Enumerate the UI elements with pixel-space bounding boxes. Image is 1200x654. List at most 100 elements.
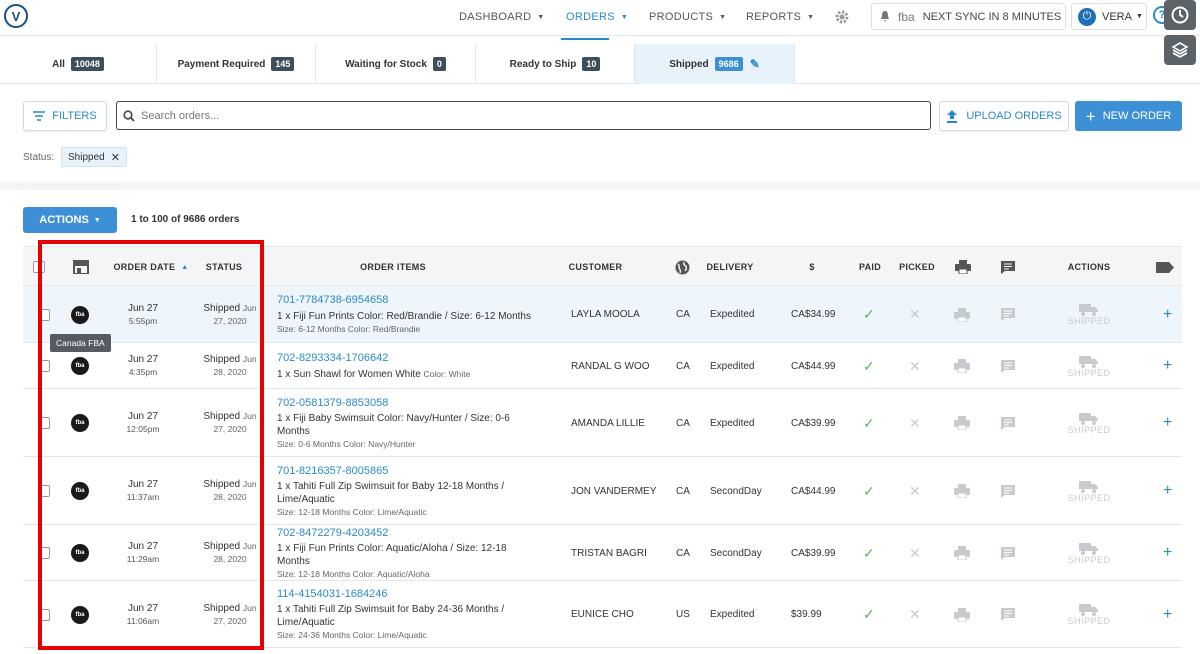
order-date-time: 11:06am: [126, 615, 160, 626]
picked-x-icon[interactable]: ✕: [909, 357, 921, 374]
new-order-button[interactable]: + NEW ORDER: [1075, 101, 1182, 131]
order-number-link[interactable]: 702-0581379-8853058: [277, 396, 389, 409]
fba-store-icon[interactable]: fba: [71, 525, 89, 581]
actions-button[interactable]: ACTIONS ▼: [23, 207, 117, 233]
table-row[interactable]: fba Jun 27 12:05pm Shipped Jun 27, 2020 …: [23, 389, 1182, 457]
order-amount: CA$44.99: [791, 360, 836, 372]
nav-dashboard[interactable]: DASHBOARD ▼: [459, 11, 545, 23]
fba-store-icon[interactable]: fba: [71, 343, 89, 389]
add-tag-button[interactable]: +: [1163, 286, 1172, 343]
column-label: ORDER DATE: [113, 262, 176, 272]
comment-icon[interactable]: [1000, 286, 1016, 343]
search-box[interactable]: [116, 101, 931, 130]
upload-orders-button[interactable]: UPLOAD ORDERS: [939, 101, 1069, 131]
user-menu[interactable]: ⏻ VERA ▼: [1071, 3, 1147, 30]
shipped-action[interactable]: SHIPPED: [1063, 581, 1115, 648]
row-checkbox[interactable]: [38, 286, 50, 343]
order-date: Jun 27 12:05pm: [111, 389, 175, 457]
country-code: US: [676, 609, 690, 620]
layers-tool[interactable]: [1164, 35, 1196, 65]
fba-store-icon[interactable]: fba: [71, 286, 89, 343]
order-date: Jun 27 11:06am: [111, 581, 175, 648]
close-icon[interactable]: ✕: [110, 151, 120, 164]
picked-x-icon[interactable]: ✕: [909, 414, 921, 431]
print-icon[interactable]: [954, 343, 970, 389]
select-all-checkbox[interactable]: [32, 247, 46, 287]
print-icon[interactable]: [954, 389, 970, 457]
comment-icon[interactable]: [1000, 581, 1016, 648]
status-filter-label: Status:: [23, 152, 55, 163]
shipped-action[interactable]: SHIPPED: [1063, 457, 1115, 525]
fba-store-icon[interactable]: fba: [71, 389, 89, 457]
column-customer[interactable]: CUSTOMER: [568, 262, 623, 272]
table-row[interactable]: fba Jun 27 11:37am Shipped Jun 28, 2020 …: [23, 457, 1182, 525]
table-row[interactable]: fba Jun 27 5:55pm Shipped Jun 27, 2020 7…: [23, 286, 1182, 343]
comment-icon[interactable]: [1000, 389, 1016, 457]
row-checkbox[interactable]: [38, 525, 50, 581]
column-status[interactable]: STATUS: [205, 262, 243, 272]
picked-x-icon[interactable]: ✕: [909, 482, 921, 499]
nav-products[interactable]: PRODUCTS ▼: [649, 11, 726, 23]
add-tag-button[interactable]: +: [1163, 457, 1172, 525]
app-logo[interactable]: V: [4, 4, 28, 28]
sync-status[interactable]: fba NEXT SYNC IN 8 MINUTES: [871, 3, 1066, 30]
search-input[interactable]: [141, 109, 901, 122]
add-tag-button[interactable]: +: [1163, 581, 1172, 648]
picked-x-icon[interactable]: ✕: [909, 606, 921, 622]
order-date-day: Jun 27: [127, 479, 159, 490]
status-date-month: Jun: [242, 411, 257, 421]
order-number-link[interactable]: 702-8472279-4203452: [277, 526, 389, 539]
table-row[interactable]: fba Jun 27 11:29am Shipped Jun 28, 2020 …: [23, 525, 1182, 581]
order-number-link[interactable]: 702-8293334-1706642: [277, 351, 389, 364]
fba-store-icon[interactable]: fba: [71, 581, 89, 648]
country-code: CA: [676, 360, 690, 372]
shipped-action[interactable]: SHIPPED: [1063, 525, 1115, 581]
history-tool[interactable]: [1164, 0, 1196, 30]
column-order-date[interactable]: ORDER DATE ▲: [111, 247, 191, 287]
row-checkbox[interactable]: [38, 457, 50, 525]
comment-icon[interactable]: [1000, 457, 1016, 525]
row-checkbox[interactable]: [38, 581, 50, 648]
fba-store-icon[interactable]: fba: [71, 457, 89, 525]
order-number-link[interactable]: 701-8216357-8005865: [277, 464, 389, 477]
gear-icon[interactable]: [834, 9, 850, 25]
picked-x-icon[interactable]: ✕: [909, 544, 921, 561]
shipped-action[interactable]: SHIPPED: [1063, 286, 1115, 343]
column-picked[interactable]: PICKED: [899, 262, 935, 272]
tab-all[interactable]: All 10048: [0, 44, 157, 84]
order-number-link[interactable]: 114-4154031-1684246: [277, 588, 388, 600]
print-icon[interactable]: [954, 286, 970, 343]
nav-reports[interactable]: REPORTS ▼: [746, 11, 814, 23]
tab-payment-required[interactable]: Payment Required 145: [157, 44, 316, 84]
item-meta: Size: 6-12 Months Color: Red/Brandie: [277, 324, 421, 334]
picked-x-icon[interactable]: ✕: [909, 306, 921, 322]
print-icon[interactable]: [954, 581, 970, 648]
table-row[interactable]: fba Jun 27 11:06am Shipped Jun 27, 2020 …: [23, 581, 1182, 648]
column-delivery[interactable]: DELIVERY: [706, 262, 754, 272]
add-tag-button[interactable]: +: [1163, 389, 1172, 457]
nav-orders[interactable]: ORDERS ▼: [566, 11, 628, 23]
row-checkbox[interactable]: [38, 343, 50, 389]
tab-shipped[interactable]: Shipped 9686 ✎: [635, 44, 795, 84]
status-date-month: Jun: [242, 302, 257, 313]
column-amount[interactable]: $: [809, 262, 815, 272]
print-icon[interactable]: [954, 525, 970, 581]
print-icon[interactable]: [954, 457, 970, 525]
tab-ready-to-ship[interactable]: Ready to Ship 10: [476, 44, 635, 84]
comment-icon[interactable]: [1000, 343, 1016, 389]
order-amount: $39.99: [791, 609, 822, 620]
tab-waiting-for-stock[interactable]: Waiting for Stock 0: [316, 44, 476, 84]
shipped-action[interactable]: SHIPPED: [1063, 389, 1115, 457]
pencil-icon[interactable]: ✎: [749, 57, 760, 71]
shipped-action[interactable]: SHIPPED: [1063, 343, 1115, 389]
row-checkbox[interactable]: [38, 389, 50, 457]
comment-icon[interactable]: [1000, 525, 1016, 581]
shipped-label: SHIPPED: [1067, 616, 1111, 626]
add-tag-button[interactable]: +: [1163, 525, 1172, 581]
order-amount: CA$39.99: [791, 547, 836, 559]
filters-button[interactable]: FILTERS: [23, 101, 107, 131]
add-tag-button[interactable]: +: [1163, 343, 1172, 389]
order-number-link[interactable]: 701-7784738-6954658: [277, 294, 389, 306]
table-row[interactable]: fba Jun 27 4:35pm Shipped Jun 28, 2020 7…: [23, 343, 1182, 389]
column-paid[interactable]: PAID: [858, 262, 882, 272]
